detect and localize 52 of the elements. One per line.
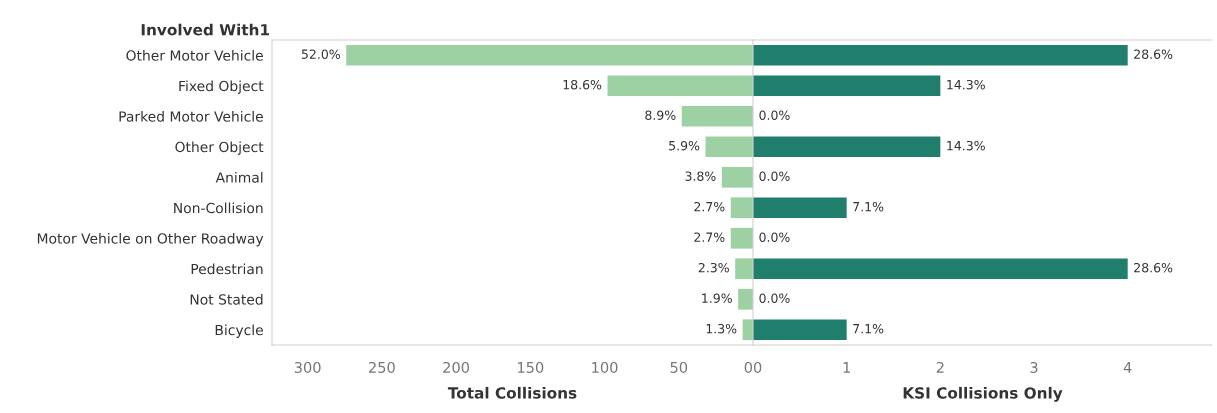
- annotation: 0.0%: [759, 232, 790, 242]
- y-tick-label: Non-Collision: [174, 202, 263, 214]
- annotation: 8.9%: [645, 110, 676, 120]
- y-tick-label: Parked Motor Vehicle: [119, 110, 263, 122]
- bar: [721, 166, 753, 188]
- bar: [705, 136, 753, 158]
- annotation: 14.3%: [947, 140, 985, 151]
- annotation: 7.1%: [853, 201, 884, 212]
- annotation: 2.7%: [694, 201, 725, 212]
- annotation: 0.0%: [759, 110, 790, 120]
- bar: [681, 105, 753, 127]
- annotation: 52.0%: [301, 49, 340, 59]
- y-tick-label: Motor Vehicle on Other Roadway: [37, 232, 264, 247]
- annotation: 2.7%: [694, 232, 725, 242]
- annotation: 0.0%: [759, 293, 790, 303]
- y-axis-title: Involved With1: [141, 23, 270, 36]
- y-tick-label: Pedestrian: [191, 263, 263, 275]
- x-tick-label: 300: [294, 361, 321, 373]
- y-tick-label: Animal: [215, 171, 263, 183]
- annotation: 3.8%: [685, 171, 716, 181]
- y-tick-label: Not Stated: [190, 293, 263, 305]
- x-tick-label: 250: [369, 361, 395, 373]
- y-tick-label: Other Motor Vehicle: [126, 49, 263, 61]
- x-tick-label: 4: [1123, 362, 1132, 373]
- x-tick-label: 2: [936, 361, 944, 373]
- annotation: 28.6%: [1134, 262, 1173, 273]
- annotation: 14.3%: [947, 79, 985, 90]
- x-axis-title: KSI Collisions Only: [903, 386, 1063, 402]
- y-tick-label: Bicycle: [215, 324, 263, 338]
- annotation: 2.3%: [698, 262, 729, 273]
- x-tick-label: 0: [744, 361, 753, 373]
- annotation: 18.6%: [563, 79, 602, 90]
- annotation: 5.9%: [669, 140, 700, 151]
- y-tick-label: Fixed Object: [179, 80, 264, 94]
- x-tick-label: 1: [843, 362, 850, 373]
- x-tick-label: 200: [443, 361, 470, 373]
- annotation: 0.0%: [759, 171, 790, 181]
- annotation: 1.3%: [706, 323, 737, 334]
- y-tick-label: Other Object: [175, 141, 264, 155]
- x-tick-label: 150: [518, 361, 544, 373]
- annotation: 7.1%: [853, 323, 884, 334]
- x-tick-label: 3: [1030, 361, 1038, 373]
- annotation: 28.6%: [1134, 49, 1173, 59]
- bar: [730, 197, 753, 219]
- bar: [738, 288, 753, 310]
- bar: [735, 258, 753, 280]
- x-axis-title: Total Collisions: [447, 386, 577, 399]
- annotation: 1.9%: [702, 293, 732, 303]
- x-tick-label: 50: [670, 361, 688, 373]
- bar: [730, 227, 753, 249]
- x-tick-label: 100: [592, 361, 618, 373]
- x-tick-label: 0: [753, 361, 762, 373]
